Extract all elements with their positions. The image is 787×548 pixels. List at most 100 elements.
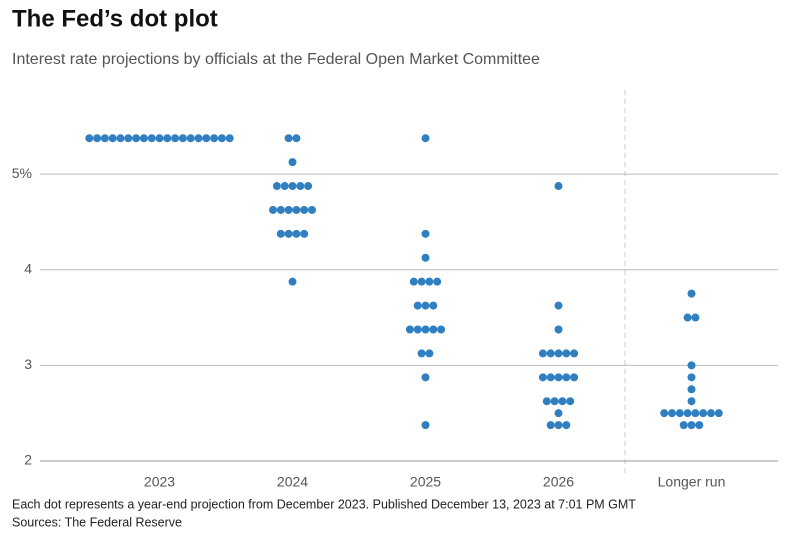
dot [421, 301, 430, 310]
x-tick-label: 2026 [543, 474, 574, 490]
dot [562, 373, 571, 382]
dot [554, 421, 563, 430]
dot [554, 409, 563, 418]
dot [272, 182, 281, 191]
dot [554, 182, 563, 191]
dot [538, 373, 547, 382]
dot [660, 409, 669, 418]
chart-subtitle: Interest rate projections by officials a… [12, 51, 540, 68]
dot [570, 373, 579, 382]
y-tick-label: 4 [24, 260, 32, 276]
x-tick-label: Longer run [658, 474, 726, 490]
dot [108, 134, 117, 143]
dot [292, 134, 301, 143]
dot [687, 361, 696, 370]
dot [171, 134, 180, 143]
dot [300, 205, 309, 214]
chart-source: Sources: The Federal Reserve [12, 515, 182, 529]
dot [417, 277, 426, 286]
dot [668, 409, 676, 418]
dot [433, 277, 442, 286]
dot [566, 397, 575, 406]
dot [409, 277, 418, 286]
dot [691, 409, 700, 418]
chart-note: Each dot represents a year-end projectio… [12, 497, 636, 511]
dot [687, 397, 696, 406]
dot [276, 229, 285, 238]
dot [425, 349, 434, 358]
y-tick-label: 5% [12, 165, 32, 181]
dot [292, 205, 301, 214]
dot [554, 349, 563, 358]
dot [405, 325, 414, 334]
dot [417, 349, 426, 358]
dot [554, 325, 563, 334]
dot [421, 325, 430, 334]
dot [558, 397, 567, 406]
dot [132, 134, 141, 143]
dot [308, 205, 316, 214]
dot [699, 409, 708, 418]
dot [300, 229, 309, 238]
dot [202, 134, 211, 143]
dot [100, 134, 109, 143]
dot [210, 134, 219, 143]
dot [421, 421, 430, 430]
dot [139, 134, 148, 143]
dot [687, 385, 696, 394]
dot [217, 134, 226, 143]
dot [429, 301, 438, 310]
dot [691, 313, 700, 322]
dot [163, 134, 172, 143]
dot [276, 205, 285, 214]
dot [124, 134, 133, 143]
dot [554, 373, 563, 382]
dot [85, 134, 94, 143]
chart-title: The Fed’s dot plot [12, 5, 218, 32]
dot [437, 325, 446, 334]
dot [687, 373, 696, 382]
dot [421, 253, 430, 262]
dot [292, 229, 301, 238]
dot [683, 409, 692, 418]
dot [288, 277, 297, 286]
dot [421, 373, 430, 382]
dot [413, 325, 422, 334]
dot [296, 182, 305, 191]
dot [707, 409, 715, 418]
dot [546, 373, 555, 382]
dot [687, 289, 696, 298]
dot [147, 134, 156, 143]
dot [683, 313, 692, 322]
dot [93, 134, 102, 143]
dot [425, 277, 434, 286]
dot [155, 134, 164, 143]
dot [284, 229, 293, 238]
dot [546, 421, 555, 430]
dot [550, 397, 559, 406]
dot [116, 134, 125, 143]
dot [546, 349, 555, 358]
dot [280, 182, 289, 191]
dot [225, 134, 234, 143]
dot [186, 134, 195, 143]
dot [284, 134, 293, 143]
dot [679, 421, 688, 430]
dot [562, 421, 571, 430]
dot [562, 349, 571, 358]
dot [413, 301, 422, 310]
dot [542, 397, 551, 406]
dot [554, 301, 563, 310]
y-tick-label: 2 [24, 452, 32, 468]
dot [288, 158, 297, 167]
dot [687, 421, 696, 430]
dot [570, 349, 579, 358]
dot [288, 182, 297, 191]
dot [421, 134, 430, 143]
x-tick-label: 2024 [277, 474, 308, 490]
dot [695, 421, 704, 430]
x-tick-label: 2023 [144, 474, 175, 490]
dot [194, 134, 203, 143]
dot [429, 325, 438, 334]
